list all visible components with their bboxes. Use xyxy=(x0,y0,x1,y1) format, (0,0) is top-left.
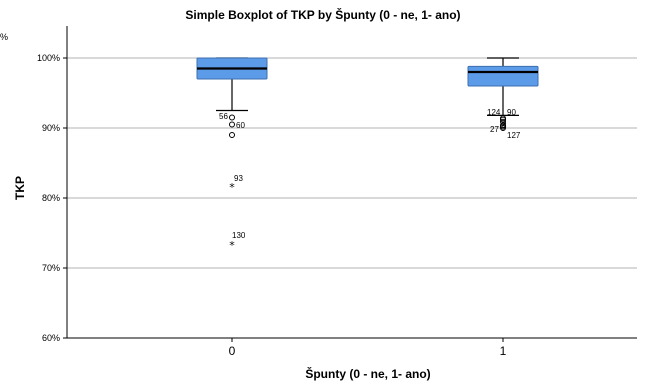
extreme-outlier-point: * xyxy=(229,181,235,194)
outlier-label: 130 xyxy=(232,231,246,240)
y-axis-label: TKP xyxy=(13,176,27,200)
outlier-label: 90 xyxy=(507,108,516,117)
outlier-label: 8 xyxy=(502,121,507,130)
y-tick-label: 80% xyxy=(42,193,60,203)
outlier-point xyxy=(229,132,235,138)
outlier-label: 124 xyxy=(487,108,501,117)
y-axis: 60% 70% 80% 90% 100% xyxy=(37,26,68,343)
outlier-label: 93 xyxy=(234,174,243,183)
box-group-1 xyxy=(467,57,539,131)
x-tick-label: 0 xyxy=(229,344,236,358)
y-tick-label: 100% xyxy=(37,53,60,63)
y-tick-label: 60% xyxy=(42,333,60,343)
outlier-point xyxy=(229,121,235,128)
outlier-point xyxy=(500,116,506,123)
chart-title: Simple Boxplot of TKP by Špunty (0 - ne,… xyxy=(185,8,461,22)
outlier-point xyxy=(500,125,506,131)
y-tick-label: 70% xyxy=(42,263,60,273)
box-group-0: ** xyxy=(196,57,268,252)
outlier-label: 27 xyxy=(490,125,499,134)
box-iqr xyxy=(467,65,539,87)
extreme-outlier-point: * xyxy=(229,239,235,252)
corner-unit-label: % xyxy=(0,32,9,42)
y-tick-label: 90% xyxy=(42,123,60,133)
outlier-label: 56 xyxy=(219,112,228,121)
x-tick-label: 1 xyxy=(500,344,507,358)
outlier-point xyxy=(229,114,235,121)
grid-lines xyxy=(67,57,637,269)
x-axis-label: Špunty (0 - ne, 1- ano) xyxy=(305,366,430,381)
outlier-label: 127 xyxy=(507,131,521,140)
outlier-label: 60 xyxy=(236,121,245,130)
